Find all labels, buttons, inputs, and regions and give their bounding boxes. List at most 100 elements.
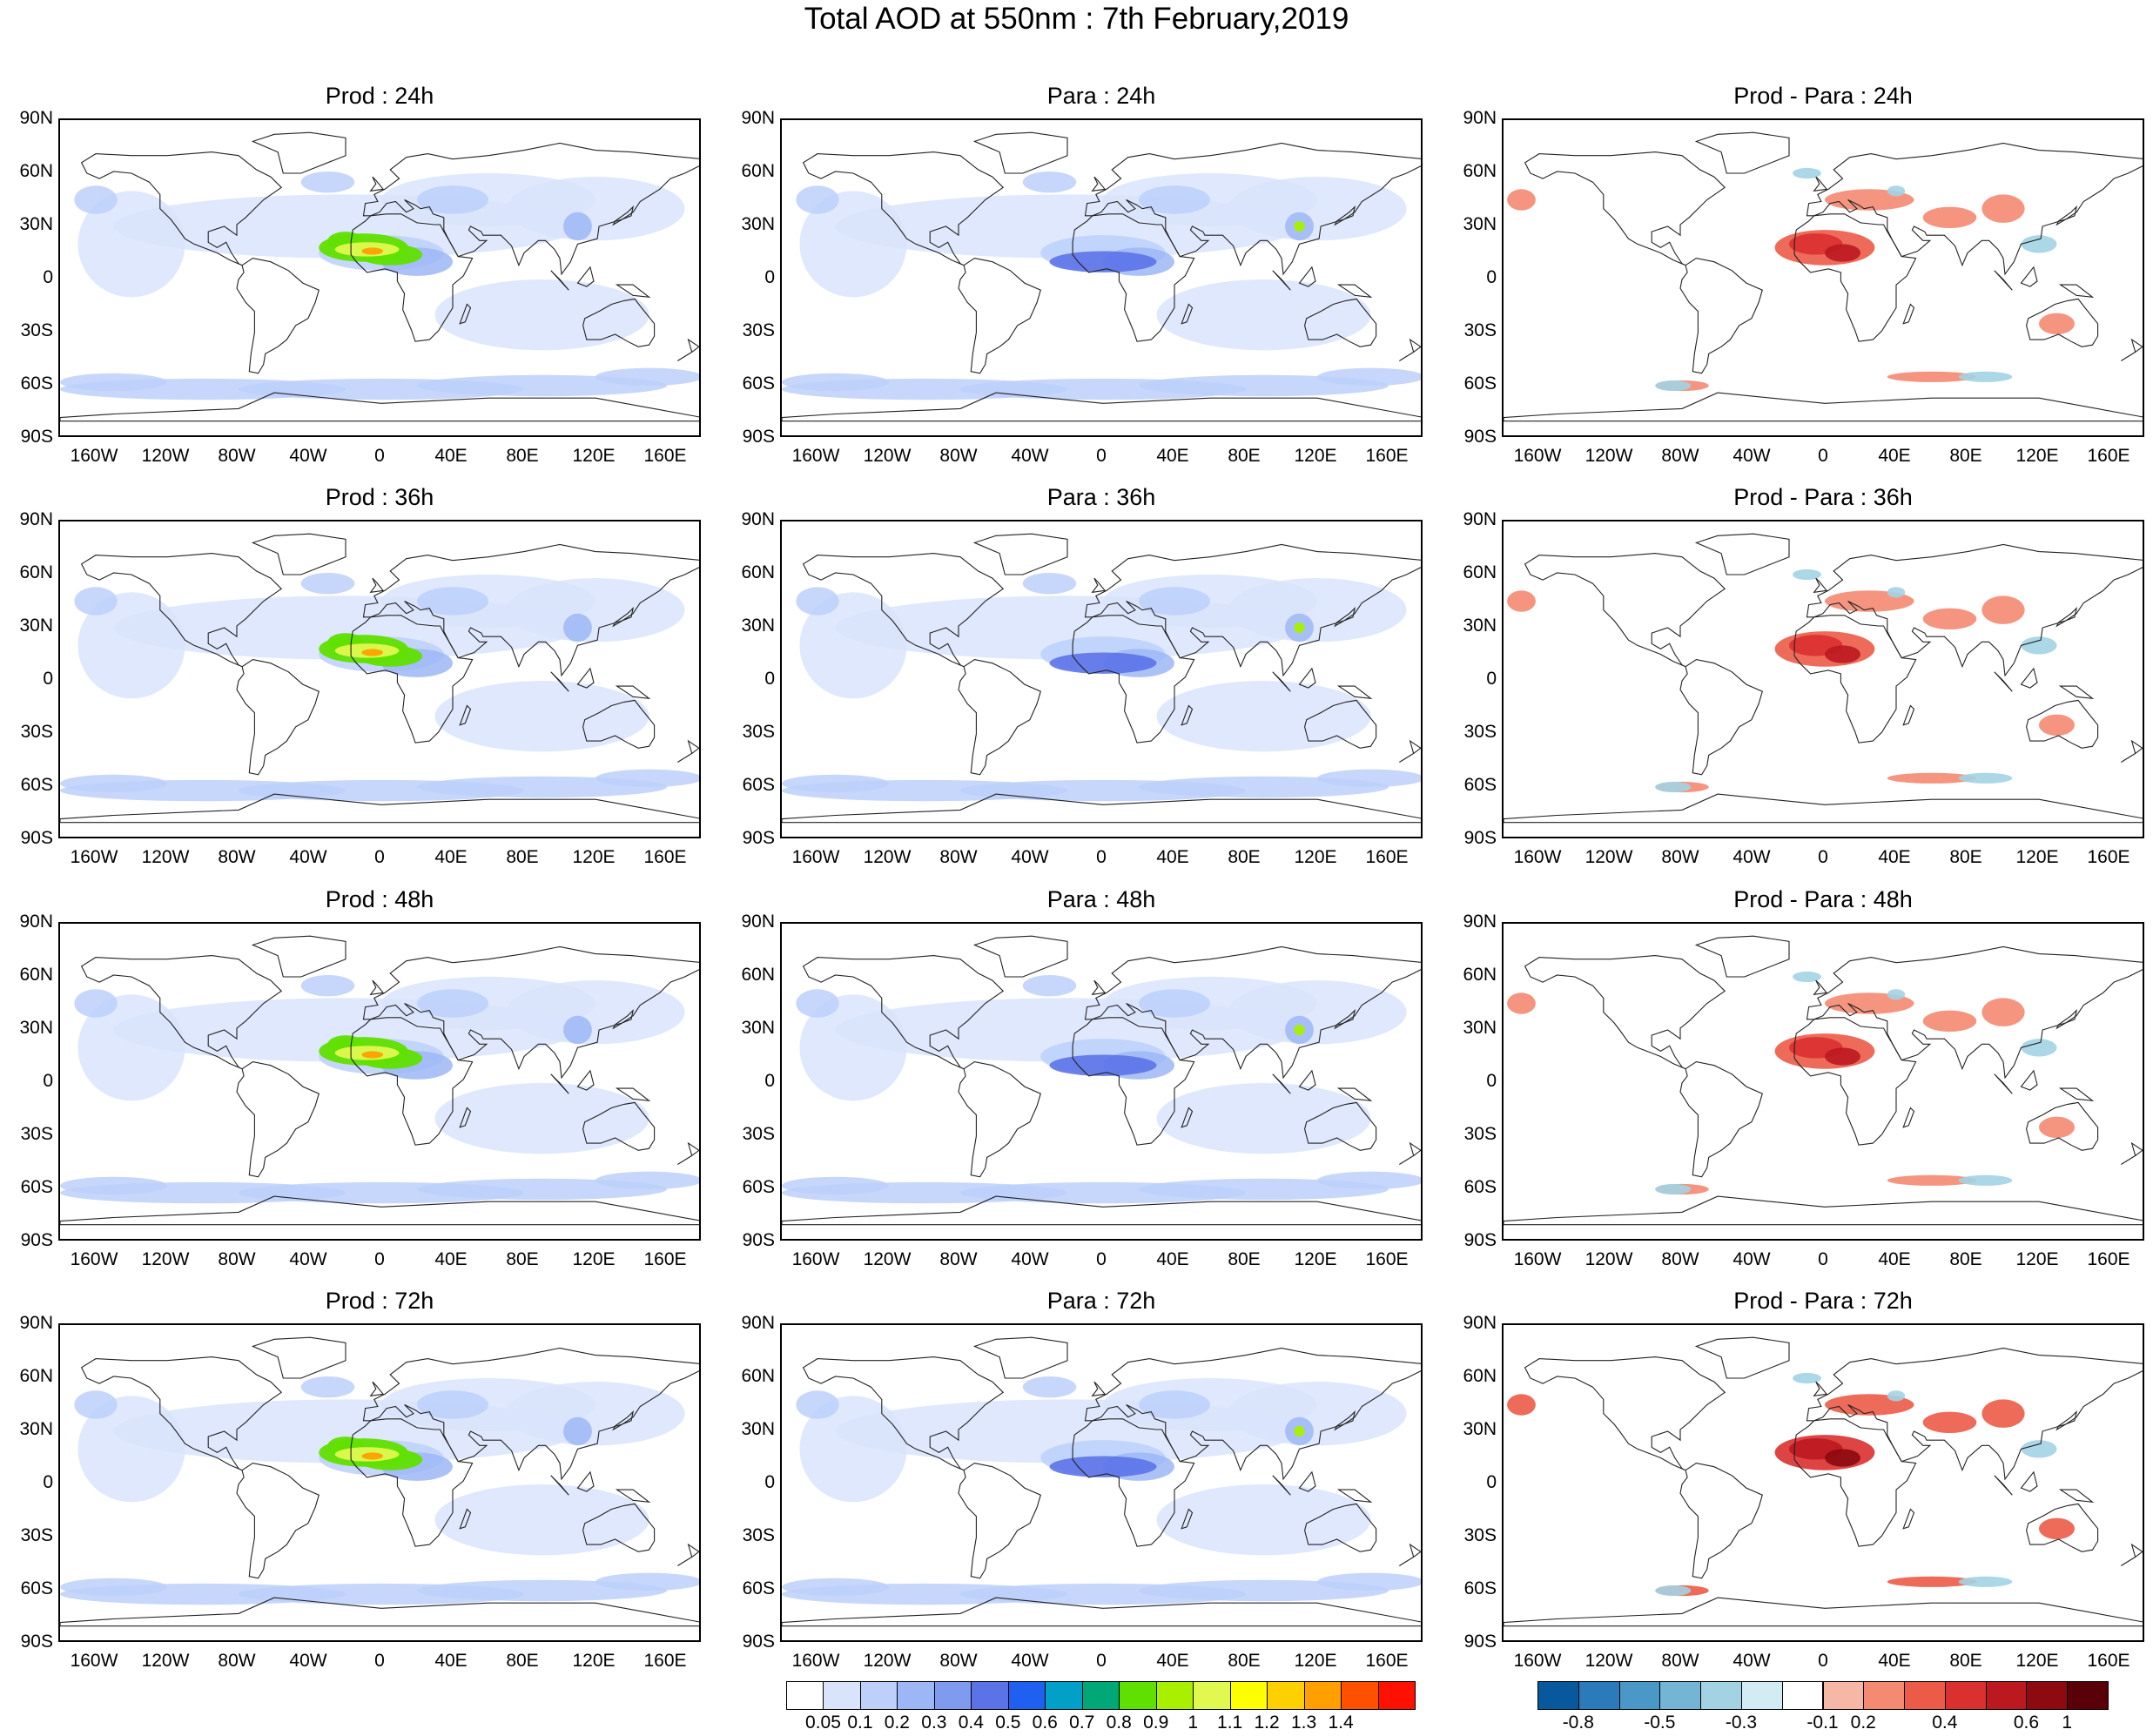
colorbar-label: 0.2 (884, 1712, 910, 1733)
colorbar-label: 0.3 (921, 1712, 947, 1733)
lat-tick-label: 60N (19, 161, 53, 181)
map-panel (1502, 1323, 2144, 1642)
dust-plume-peak (361, 649, 384, 656)
aod-field-blob (506, 578, 685, 643)
coastline (1793, 213, 1917, 342)
aod-field-blob (782, 774, 889, 793)
coastline (802, 1356, 1005, 1471)
coastline (2026, 298, 2099, 347)
panel-title: Para : 36h (1046, 484, 1156, 510)
lat-tick-label: 30S (20, 320, 53, 340)
coastline (1813, 1381, 1828, 1397)
coastline (236, 659, 320, 776)
aod-field-blob (1022, 171, 1077, 193)
coastline (236, 258, 320, 374)
coastline (2121, 1141, 2143, 1165)
lat-tick-label: 30N (1463, 1018, 1497, 1038)
aod-field-blob (300, 171, 355, 193)
colorbar-swatch (1007, 1681, 1046, 1710)
colorbar-swatch (1740, 1681, 1783, 1710)
coastline (612, 205, 635, 226)
map-panel (58, 1323, 701, 1642)
coastline (1524, 955, 1726, 1070)
aod-field-blob (595, 367, 699, 386)
diff-negative-blob (1655, 380, 1692, 392)
colorbar-label: -0.3 (1725, 1712, 1758, 1733)
coastline (1504, 392, 2143, 422)
aod-field-blob (1049, 1054, 1157, 1076)
coastline (1813, 176, 1828, 192)
panel-title: Prod - Para : 24h (1733, 83, 1913, 109)
aod-field-blob (1156, 1083, 1371, 1154)
lon-tick-label: 160W (70, 1249, 118, 1269)
coastline (612, 1008, 635, 1030)
lon-tick-label: 40E (1878, 446, 1911, 466)
diff-positive-blob (1887, 1174, 1977, 1186)
lon-tick-label: 160E (2087, 1249, 2130, 1269)
lat-tick-label: 30N (19, 214, 53, 234)
lat-tick-label: 0 (764, 669, 775, 689)
lon-tick-label: 40E (1156, 1651, 1189, 1671)
diff-positive-blob (2039, 714, 2075, 737)
colorbar-swatch (971, 1681, 1009, 1710)
coastline (802, 151, 1005, 266)
aod-field-blob (796, 989, 839, 1018)
colorbar-label: 0.8 (1106, 1712, 1132, 1733)
coastline (2026, 1503, 2099, 1552)
coastline (576, 1470, 595, 1492)
lon-tick-label: 120W (141, 1249, 190, 1269)
lat-tick-label: 30N (1463, 616, 1497, 636)
coastline (615, 284, 651, 299)
lon-tick-label: 160W (1513, 847, 1562, 867)
aod-field-blob (417, 185, 488, 214)
lat-tick-label: 30S (20, 722, 53, 742)
dust-plume-peak (361, 247, 384, 255)
coastline (972, 935, 1068, 978)
lat-tick-label: 0 (764, 1071, 775, 1091)
aod-field-blob (60, 373, 167, 392)
lon-tick-label: 120E (572, 446, 616, 466)
coastline (1272, 1475, 1291, 1496)
lon-tick-label: 80W (1661, 446, 1699, 466)
coastline (958, 1463, 1041, 1579)
lat-tick-label: 0 (43, 669, 53, 689)
lat-tick-label: 0 (43, 267, 53, 287)
aod-field-blob (77, 592, 185, 699)
diff-positive-blob (1981, 595, 2025, 624)
coastline (1091, 577, 1107, 594)
coastline (1084, 1347, 1421, 1481)
lon-tick-label: 80E (506, 1249, 539, 1269)
coastline (362, 142, 699, 276)
coastline (1399, 1141, 1421, 1165)
lat-tick-label: 60N (1463, 161, 1497, 181)
coastline (1793, 1017, 1917, 1146)
coastline (1994, 671, 2013, 692)
coastline (1336, 284, 1373, 299)
map-panel (1502, 118, 2144, 437)
lon-tick-label: 40W (1732, 446, 1771, 466)
coastline (1091, 1381, 1107, 1397)
lat-tick-label: 60S (20, 1578, 53, 1598)
lat-tick-label: 30S (742, 1525, 775, 1545)
diff-negative-blob (2021, 235, 2057, 253)
lat-tick-label: 60N (741, 1366, 775, 1386)
aod-field-blob (1317, 1171, 1421, 1189)
coastline (60, 1195, 699, 1226)
aod-field-blob (595, 1572, 699, 1591)
lon-tick-label: 80W (1661, 847, 1699, 867)
lat-tick-label: 90S (742, 1632, 775, 1652)
aod-field-blob (434, 1484, 649, 1556)
panel-title: Prod : 24h (325, 83, 434, 109)
coastline (615, 1087, 651, 1102)
aod-field-blob (60, 1578, 167, 1597)
diff-positive-blob (1825, 1449, 1860, 1467)
colorbar-label: 0.7 (1069, 1712, 1095, 1733)
coastline (1694, 533, 1790, 575)
colorbar-label: 0.5 (995, 1712, 1021, 1733)
panel-title: Prod : 72h (325, 1288, 434, 1314)
colorbar-label: 0.1 (847, 1712, 873, 1733)
diff-negative-blob (2021, 1039, 2057, 1057)
aod-field-blob (74, 185, 118, 214)
lon-tick-label: 120E (1294, 1249, 1337, 1269)
lat-tick-label: 30S (742, 722, 775, 742)
